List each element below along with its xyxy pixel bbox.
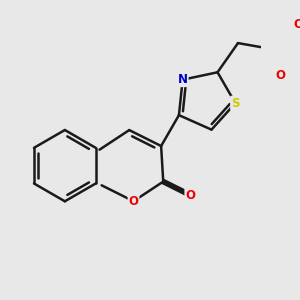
Text: O: O bbox=[293, 18, 300, 31]
Text: N: N bbox=[178, 73, 188, 86]
Text: O: O bbox=[185, 189, 195, 202]
Text: O: O bbox=[128, 195, 139, 208]
Text: S: S bbox=[231, 97, 240, 110]
Text: O: O bbox=[275, 69, 285, 82]
